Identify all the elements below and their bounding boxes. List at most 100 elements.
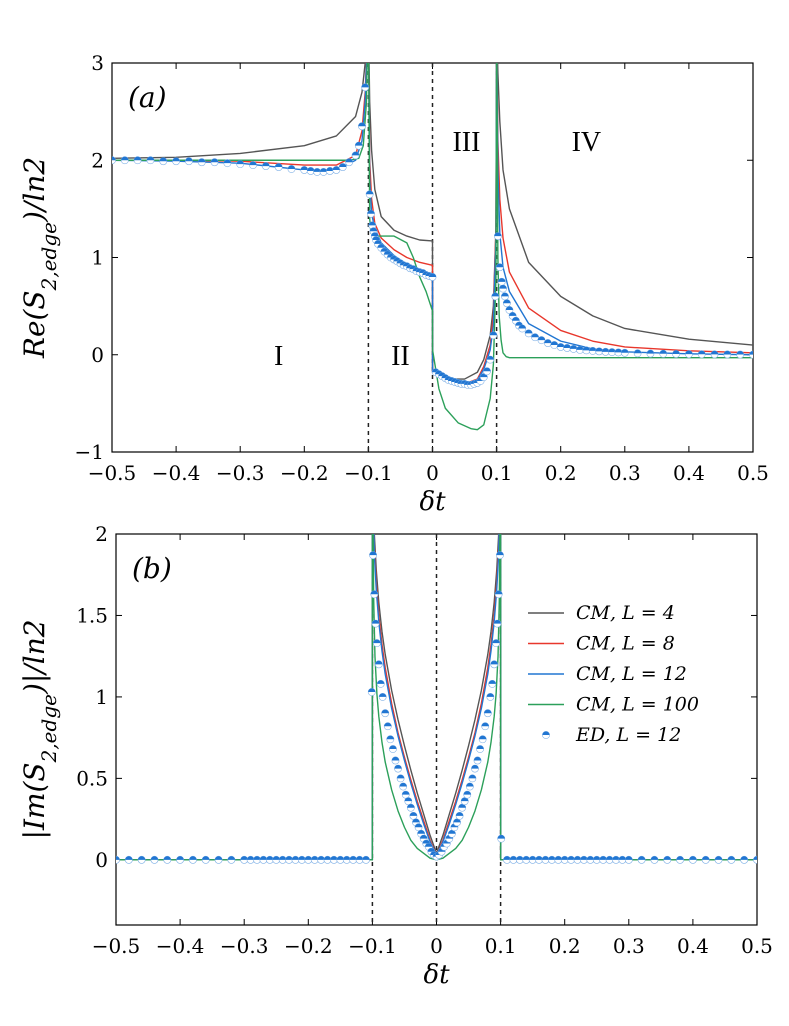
data-point [502, 299, 511, 308]
data-point-fill [646, 349, 655, 354]
data-point-fill [317, 856, 325, 860]
data-point [210, 158, 219, 167]
data-point-fill [361, 83, 369, 88]
data-point-fill [494, 232, 502, 237]
data-point [367, 688, 376, 696]
data-point-fill [576, 346, 584, 350]
data-point-fill [253, 856, 261, 860]
data-point-fill [275, 163, 283, 168]
data-point-fill [397, 774, 405, 779]
data-point [663, 855, 672, 864]
data-point [124, 855, 133, 864]
data-point [547, 855, 556, 864]
data-point [330, 855, 338, 864]
data-point-fill [428, 273, 437, 277]
data-point [133, 156, 142, 165]
legend-entry-cm-l-12: CM, L = 12 [528, 663, 687, 685]
data-point-fill [473, 756, 482, 761]
data-point [524, 329, 533, 338]
data-point-fill [749, 351, 753, 355]
data-point-fill [249, 161, 257, 166]
data-point-fill [727, 856, 735, 860]
data-point-fill [455, 812, 464, 816]
data-point [365, 190, 374, 199]
data-point [369, 551, 377, 560]
data-point [201, 855, 210, 864]
data-point-fill [412, 818, 420, 823]
data-point-fill [740, 856, 748, 860]
data-point-fill [490, 660, 498, 665]
data-point-fill [125, 856, 133, 860]
data-point [172, 157, 180, 166]
data-point [409, 811, 418, 820]
data-point [614, 348, 623, 357]
data-point [531, 333, 539, 342]
data-point-fill [417, 830, 425, 834]
data-point-fill [466, 782, 474, 787]
data-point-fill [159, 157, 167, 162]
legend-entry-cm-l-4: CM, L = 4 [528, 602, 675, 624]
x-tick-label: −0.3 [216, 461, 265, 485]
data-point [650, 855, 659, 864]
data-point [595, 347, 604, 356]
data-point [556, 343, 565, 351]
data-point-fill [355, 856, 364, 860]
x-tick-label: −0.2 [280, 461, 329, 485]
data-point [736, 350, 745, 359]
data-point [499, 284, 507, 293]
data-point [319, 168, 328, 176]
data-point [710, 350, 719, 359]
data-point-fill [384, 722, 392, 727]
data-point-fill [298, 856, 306, 860]
data-point-fill [569, 345, 578, 349]
data-point [310, 855, 319, 864]
data-point-fill [753, 856, 757, 860]
data-point-fill [370, 590, 378, 595]
data-point-fill [369, 551, 377, 556]
data-point [246, 855, 255, 864]
data-point [428, 273, 437, 281]
data-point [159, 157, 168, 166]
data-point-fill [112, 156, 116, 161]
data-point [240, 855, 249, 864]
legend-entry-cm-l-100: CM, L = 100 [528, 694, 699, 716]
data-point [355, 855, 364, 864]
y-tick-label: 1 [95, 685, 108, 709]
data-point-fill [375, 660, 383, 665]
data-point-fill [599, 856, 607, 860]
data-point-fill [366, 190, 374, 195]
data-point-fill [146, 156, 155, 161]
data-point-fill [202, 856, 210, 860]
data-point-fill [593, 856, 601, 860]
data-point-fill [343, 856, 351, 860]
data-point-fill [402, 791, 410, 795]
data-point [287, 165, 296, 173]
data-point-fill [625, 856, 633, 860]
data-point [414, 823, 423, 832]
data-point-fill [381, 709, 389, 714]
data-point [370, 590, 379, 599]
y-tick-label: −1 [75, 440, 104, 464]
data-point [399, 782, 408, 791]
data-point-fill [650, 856, 659, 860]
data-point [278, 855, 287, 864]
data-point-fill [659, 350, 667, 354]
data-point [455, 811, 464, 820]
data-point [150, 855, 159, 864]
data-point-fill [404, 797, 412, 802]
data-point-fill [529, 856, 537, 860]
series-cm-l-100-line [112, 63, 753, 431]
data-point [223, 159, 232, 168]
data-point-fill [736, 350, 744, 355]
data-point-fill [518, 324, 526, 329]
data-point [543, 339, 552, 347]
data-point-fill [345, 158, 353, 163]
data-point [306, 167, 315, 175]
data-point-fill [326, 167, 334, 171]
data-point-fill [394, 764, 402, 769]
legend-label: CM, L = 8 [576, 633, 675, 655]
data-point-fill [372, 620, 380, 624]
data-point [406, 803, 415, 812]
data-point-fill [509, 856, 518, 860]
data-point [497, 834, 506, 843]
